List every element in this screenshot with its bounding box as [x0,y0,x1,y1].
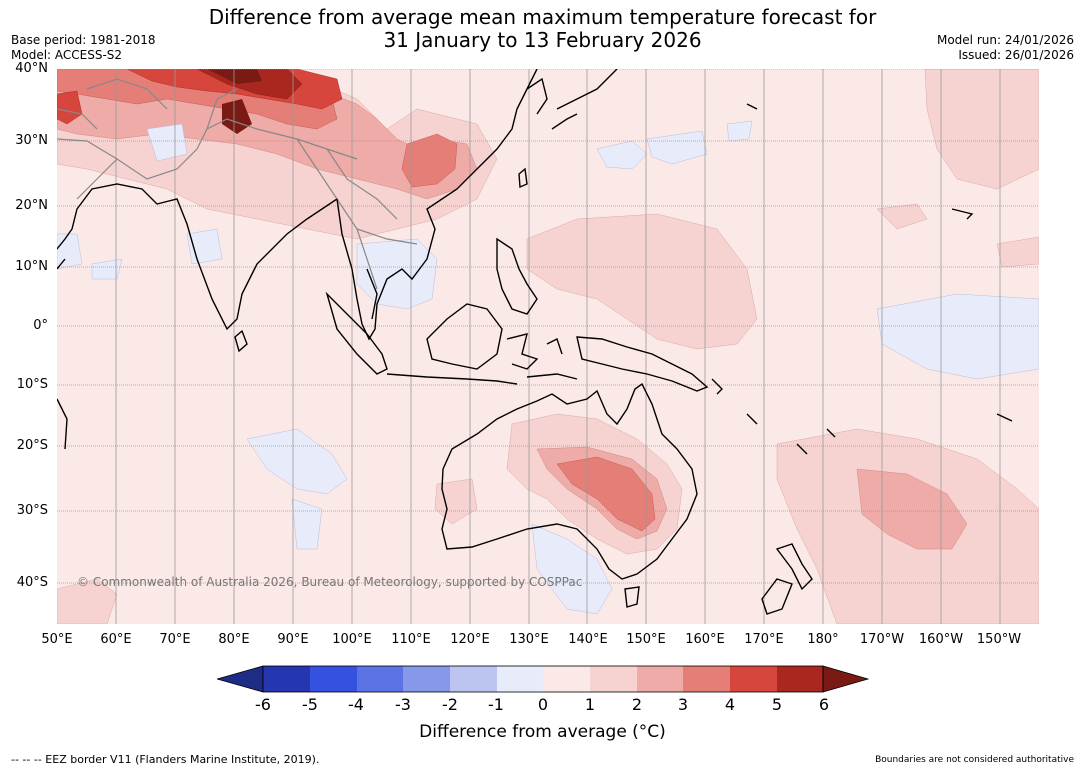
colorbar-segment [683,666,730,692]
lat-label-20n: 20°N [15,198,48,213]
lon-label-110e: 110°E [391,632,431,647]
colorbar-tick: 2 [631,695,643,714]
eez-legend: -- -- -- EEZ border V11 (Flanders Marine… [11,753,320,766]
map-panel [57,69,1039,624]
model-run: Model run: 24/01/2026 [936,33,1074,47]
lon-label-50e: 50°E [41,632,73,647]
issued-date: Issued: 26/01/2026 [958,48,1074,62]
colorbar-segment [777,666,823,692]
colorbar-segment [497,666,543,692]
lat-label-40s: 40°S [16,575,48,590]
model-name: Model: ACCESS-S2 [11,48,123,62]
lon-label-80e: 80°E [218,632,250,647]
lon-label-140e: 140°E [568,632,608,647]
colorbar-tick: -5 [302,695,318,714]
boundaries-disclaimer: Boundaries are not considered authoritat… [875,755,1074,765]
colorbar-tick: 0 [537,695,549,714]
coastlines [57,69,1013,615]
country-borders [57,78,418,290]
colorbar-tick: -2 [442,695,458,714]
colorbar-title: Difference from average (°C) [419,722,666,742]
lon-label-60e: 60°E [100,632,132,647]
colorbar-segment [543,666,590,692]
lon-label-100e: 100°E [332,632,372,647]
colorbar-tick: -3 [395,695,411,714]
lon-label-120e: 120°E [450,632,490,647]
colorbar-tick: 1 [584,695,596,714]
colorbar-extend-low [217,665,264,693]
colorbar-segment [403,666,450,692]
colorbar-extend-high [822,665,869,693]
base-period: Base period: 1981-2018 [11,33,156,47]
colorbar-segment [590,666,637,692]
copyright-notice: © Commonwealth of Australia 2026, Bureau… [77,575,583,589]
graticule [57,69,1039,624]
lon-label-160e: 160°E [685,632,725,647]
lon-label-150e: 150°E [626,632,666,647]
lat-label-20s: 20°S [16,438,48,453]
lat-label-30s: 30°S [16,503,48,518]
colorbar-segment [310,666,357,692]
lat-label-10n: 10°N [15,259,48,274]
colorbar-tick: -1 [488,695,504,714]
map-title-line1: Difference from average mean maximum tem… [208,5,877,29]
lon-label-70e: 70°E [159,632,191,647]
colorbar-tick: 4 [724,695,736,714]
colorbar-segment [263,666,310,692]
colorbar-segment [637,666,683,692]
lat-label-40n: 40°N [15,61,48,76]
colorbar-tick: 3 [677,695,689,714]
lon-label-180: 180° [807,632,839,647]
lat-label-30n: 30°N [15,133,48,148]
colorbar-tick: 6 [818,695,830,714]
lon-label-160w: 160°W [918,632,964,647]
map-title-line2: 31 January to 13 February 2026 [383,28,702,52]
lat-label-10s: 10°S [16,377,48,392]
colorbar-segment [730,666,777,692]
colorbar-tick: 5 [771,695,783,714]
lat-label-0: 0° [33,318,48,333]
lon-label-170w: 170°W [859,632,905,647]
colorbar-tick: -4 [348,695,364,714]
lon-label-130e: 130°E [509,632,549,647]
colorbar [217,665,869,693]
lon-label-170e: 170°E [744,632,784,647]
colorbar-segment [450,666,497,692]
colorbar-tick: -6 [255,695,271,714]
lon-label-150w: 150°W [976,632,1022,647]
lon-label-90e: 90°E [277,632,309,647]
colorbar-segment [357,666,403,692]
